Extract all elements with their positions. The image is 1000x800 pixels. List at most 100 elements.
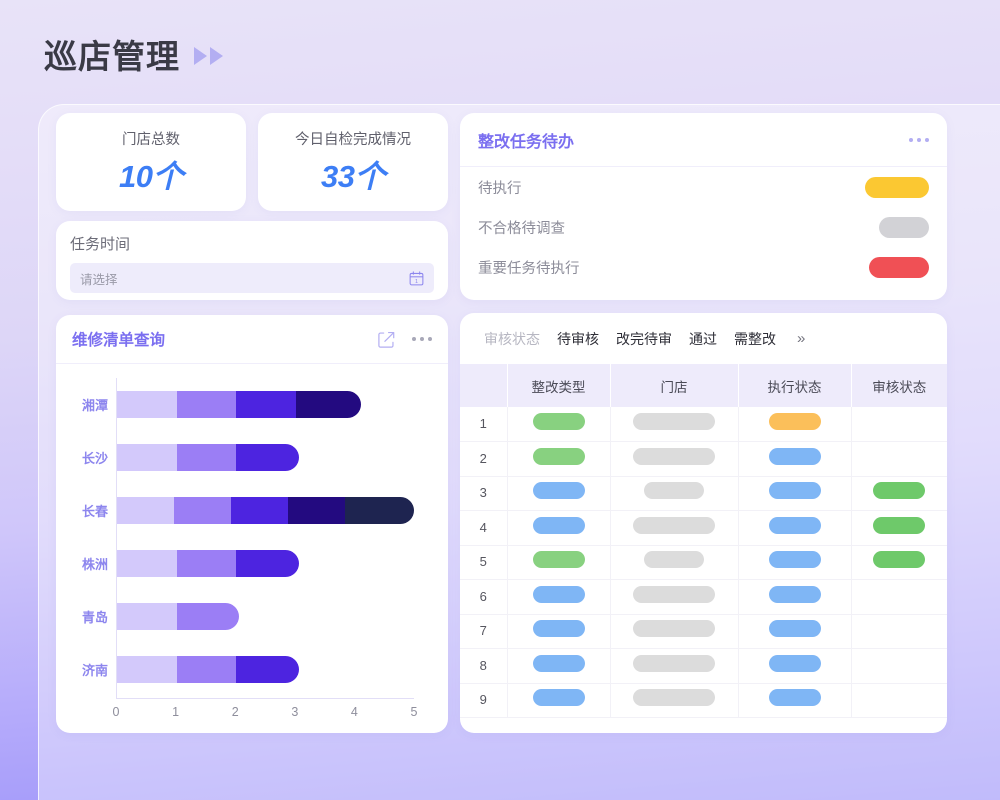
table-row[interactable]: 9	[460, 683, 947, 718]
filter-tab[interactable]: 通过	[689, 330, 717, 347]
table-row[interactable]: 4	[460, 510, 947, 546]
table-cell-store	[610, 545, 739, 580]
table-row[interactable]: 8	[460, 648, 947, 684]
table-cell-audit	[851, 441, 947, 477]
table-column-header: 整改类型	[507, 364, 611, 407]
table-row[interactable]: 3	[460, 476, 947, 511]
kpi-card-store-total: 门店总数 10个	[56, 113, 246, 211]
table-column-header: 审核状态	[851, 364, 947, 407]
cell-pill	[532, 447, 585, 465]
chart-bar-row: 株洲	[82, 537, 414, 590]
x-axis-tick-label: 3	[291, 705, 299, 719]
chart-bar-row: 长春	[82, 484, 414, 537]
chart-more-dots-icon[interactable]	[412, 337, 432, 341]
table-cell-audit	[851, 476, 947, 511]
x-axis-tick-label: 2	[231, 705, 239, 719]
rectification-todo-card: 整改任务待办 待执行 不合格待调查 重要任务待执行	[460, 113, 947, 300]
table-cell-exec	[738, 407, 852, 442]
todo-row[interactable]: 不合格待调查	[460, 207, 947, 247]
todo-row[interactable]: 重要任务待执行	[460, 247, 947, 287]
page-header: 巡店管理	[44, 30, 223, 78]
audit-status-filter-bar: 审核状态 待审核 改完待审 通过 需整改 »	[460, 313, 947, 364]
filter-tab[interactable]: 改完待审	[616, 330, 672, 347]
table-row[interactable]: 6	[460, 579, 947, 615]
cell-pill	[644, 482, 704, 500]
table-head: 整改类型 门店 执行状态 审核状态	[460, 364, 947, 407]
cell-pill	[644, 551, 704, 569]
table-cell-exec	[738, 614, 852, 649]
table-cell-audit	[851, 510, 947, 546]
cell-pill	[768, 654, 821, 672]
chart-body: 湘潭 长沙 长春 株洲 青岛 济南 0 1 2 3 4 5	[56, 364, 448, 733]
chart-bar-segment	[236, 656, 299, 683]
todo-row[interactable]: 待执行	[460, 167, 947, 207]
x-axis-tick-label: 0	[112, 705, 120, 719]
chart-stacked-bar	[117, 656, 299, 683]
table-column-header	[460, 364, 508, 407]
cell-pill	[768, 585, 821, 603]
table-row-index: 3	[460, 476, 508, 511]
table-cell-type	[507, 648, 611, 684]
chart-header-actions	[377, 330, 432, 349]
y-axis-line	[116, 378, 117, 698]
chart-bar-rows: 湘潭 长沙 长春 株洲 青岛 济南	[82, 378, 414, 696]
task-time-picker[interactable]: 请选择 1	[70, 263, 434, 293]
chart-bar-segment	[236, 391, 296, 418]
table-row-index: 1	[460, 407, 508, 442]
table-cell-audit	[851, 579, 947, 615]
filter-tab[interactable]: 待审核	[557, 330, 599, 347]
chart-stacked-bar	[117, 391, 362, 418]
kpi-value: 10个	[119, 159, 183, 194]
table-cell-exec	[738, 545, 852, 580]
table-row-index: 5	[460, 545, 508, 580]
cell-pill	[532, 620, 585, 638]
table-cell-audit	[851, 545, 947, 580]
table-row[interactable]: 5	[460, 545, 947, 580]
chart-bar-segment	[117, 391, 177, 418]
cell-pill	[768, 413, 821, 430]
calendar-icon[interactable]: 1	[409, 270, 424, 286]
chart-bar-segment	[236, 444, 299, 471]
chart-bar-segment	[176, 656, 237, 683]
table-cell-store	[610, 579, 739, 615]
filter-overflow-icon[interactable]: »	[797, 330, 806, 347]
chart-title: 维修清单查询	[72, 332, 166, 349]
todo-more-dots-icon[interactable]	[909, 137, 929, 142]
kpi-label: 门店总数	[122, 132, 180, 148]
chart-stacked-bar	[117, 444, 299, 471]
cell-pill	[532, 551, 585, 569]
filter-tab[interactable]: 需整改	[734, 330, 776, 347]
table-cell-store	[610, 683, 739, 718]
share-external-icon[interactable]	[377, 330, 396, 349]
cell-pill	[873, 482, 926, 500]
repair-list-chart-card: 维修清单查询 湘潭 长沙 长春 株洲 青岛 济南 0 1 2 3 4 5	[56, 315, 448, 733]
chart-stacked-bar	[117, 550, 299, 577]
table-row-index: 7	[460, 614, 508, 649]
page-title: 巡店管理	[44, 38, 180, 75]
table-cell-exec	[738, 683, 852, 718]
table-row[interactable]: 1	[460, 407, 947, 442]
chart-bar-segment	[288, 497, 346, 524]
table-cell-audit	[851, 683, 947, 718]
filter-bar-label: 审核状态	[484, 330, 540, 347]
x-axis-tick-label: 1	[172, 705, 180, 719]
table-cell-store	[610, 441, 739, 477]
chart-bar-row: 青岛	[82, 590, 414, 643]
table-row[interactable]: 2	[460, 441, 947, 477]
table-row[interactable]: 7	[460, 614, 947, 649]
filter-items: 待审核 改完待审 通过 需整改	[557, 329, 776, 349]
chart-bar-segment	[295, 391, 362, 418]
chart-bar-segment	[176, 603, 240, 630]
todo-status-badge	[869, 256, 929, 278]
chart-bar-segment	[117, 444, 177, 471]
table-row-index: 2	[460, 441, 508, 477]
cell-pill	[532, 413, 585, 430]
cell-pill	[633, 689, 715, 707]
chart-category-label: 长春	[81, 504, 108, 519]
table-row-index: 6	[460, 579, 508, 615]
table-cell-exec	[738, 476, 852, 511]
table-column-header: 门店	[610, 364, 739, 407]
chart-bar-row: 济南	[82, 643, 414, 696]
cell-pill	[768, 482, 821, 500]
